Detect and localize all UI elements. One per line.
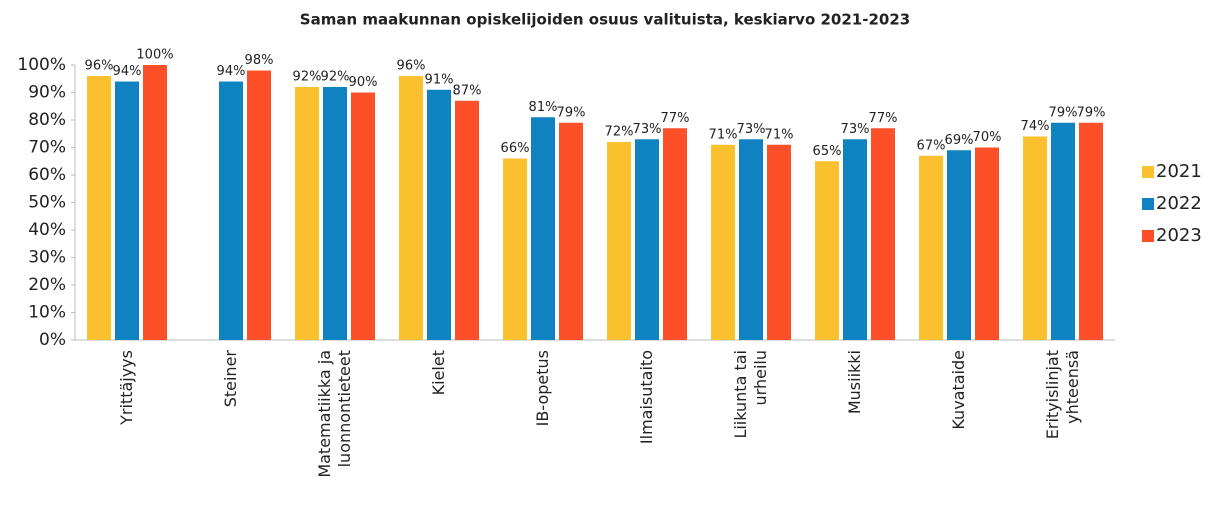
bar <box>919 155 943 340</box>
data-label: 94% <box>113 64 142 79</box>
data-label: 77% <box>869 111 898 126</box>
x-tick-label: Matematiikka ja luonnontieteet <box>315 350 354 478</box>
y-tick-label: 80% <box>28 110 66 130</box>
bar <box>219 81 243 340</box>
bar <box>1051 122 1075 340</box>
data-label: 71% <box>765 127 794 142</box>
bar <box>531 117 555 340</box>
data-label: 65% <box>813 144 842 159</box>
bar <box>87 76 111 340</box>
x-tick-label: Erityislinjat yhteensä <box>1043 350 1082 440</box>
data-label: 92% <box>293 70 322 85</box>
data-label: 73% <box>841 122 870 137</box>
bar <box>1023 136 1047 340</box>
data-label: 96% <box>397 59 426 74</box>
y-tick-label: 0% <box>39 330 66 350</box>
data-label: 81% <box>529 100 558 115</box>
data-label: 72% <box>605 125 634 140</box>
bar <box>663 128 687 340</box>
data-label: 98% <box>245 53 274 68</box>
bar <box>711 144 735 340</box>
y-tick-label: 60% <box>28 165 66 185</box>
data-label: 79% <box>557 105 586 120</box>
bar <box>503 158 527 340</box>
data-label: 79% <box>1049 105 1078 120</box>
data-label: 87% <box>453 83 482 98</box>
data-label: 94% <box>217 64 246 79</box>
bar <box>607 142 631 340</box>
bar <box>947 150 971 340</box>
data-label: 71% <box>709 127 738 142</box>
data-label: 92% <box>321 70 350 85</box>
x-tick-label: Ilmaisutaito <box>637 350 656 445</box>
data-label: 73% <box>633 122 662 137</box>
bar <box>871 128 895 340</box>
x-tick-label: Kuvataide <box>949 350 968 430</box>
bar <box>295 87 319 340</box>
bar <box>815 161 839 340</box>
data-label: 91% <box>425 72 454 87</box>
y-tick-label: 100% <box>17 55 66 75</box>
data-label: 70% <box>973 130 1002 145</box>
x-tick-label: Liikunta tai urheilu <box>731 350 770 439</box>
legend-swatch <box>1142 198 1154 210</box>
legend-label: 2023 <box>1156 225 1202 246</box>
data-label: 77% <box>661 111 690 126</box>
x-tick-label: Yrittäjyys <box>117 350 136 425</box>
legend-label: 2021 <box>1156 161 1202 182</box>
legend-swatch <box>1142 166 1154 178</box>
bar <box>739 139 763 340</box>
y-tick-label: 70% <box>28 138 66 158</box>
y-tick-label: 20% <box>28 275 66 295</box>
legend-label: 2022 <box>1156 193 1202 214</box>
bar <box>635 139 659 340</box>
bar <box>115 81 139 340</box>
x-tick-label: Steiner <box>221 350 240 408</box>
y-tick-label: 10% <box>28 303 66 323</box>
bar <box>427 89 451 340</box>
x-tick-label: Musiikki <box>845 350 864 415</box>
data-label: 69% <box>945 133 974 148</box>
x-tick-label: IB-opetus <box>533 350 552 427</box>
bar <box>975 147 999 340</box>
bar <box>559 122 583 340</box>
bar <box>767 144 791 340</box>
bar <box>323 87 347 340</box>
bar <box>351 92 375 340</box>
x-tick-label: Kielet <box>429 350 448 396</box>
y-tick-label: 90% <box>28 83 66 103</box>
data-label: 100% <box>136 48 173 63</box>
legend-swatch <box>1142 230 1154 242</box>
data-label: 66% <box>501 141 530 156</box>
bar <box>399 76 423 340</box>
data-label: 96% <box>85 59 114 74</box>
bar <box>143 65 167 340</box>
bar <box>1079 122 1103 340</box>
data-label: 67% <box>917 138 946 153</box>
chart-title: Saman maakunnan opiskelijoiden osuus val… <box>300 11 910 29</box>
bar <box>843 139 867 340</box>
data-label: 90% <box>349 75 378 90</box>
data-label: 74% <box>1021 119 1050 134</box>
y-tick-label: 30% <box>28 248 66 268</box>
bar <box>247 70 271 340</box>
y-tick-label: 40% <box>28 220 66 240</box>
bar <box>455 100 479 340</box>
data-label: 73% <box>737 122 766 137</box>
y-tick-label: 50% <box>28 193 66 213</box>
data-label: 79% <box>1077 105 1106 120</box>
